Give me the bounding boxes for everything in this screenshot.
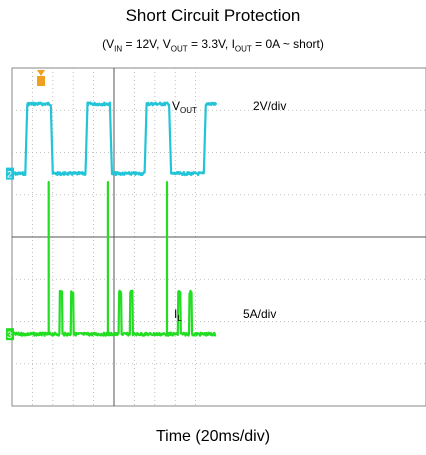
x-axis-label: Time (20ms/div) bbox=[0, 428, 426, 446]
il-label-sub: L bbox=[177, 314, 182, 323]
trigger-marker-body bbox=[37, 76, 45, 86]
vout-label-sym: V bbox=[172, 99, 180, 113]
ground-marker-label-il: 3 bbox=[7, 330, 12, 340]
vout-scale-label: 2V/div bbox=[253, 99, 286, 113]
vout-label-sub: OUT bbox=[180, 106, 197, 115]
ground-marker-label-vout: 2 bbox=[7, 170, 12, 180]
il-scale-label: 5A/div bbox=[243, 307, 276, 321]
